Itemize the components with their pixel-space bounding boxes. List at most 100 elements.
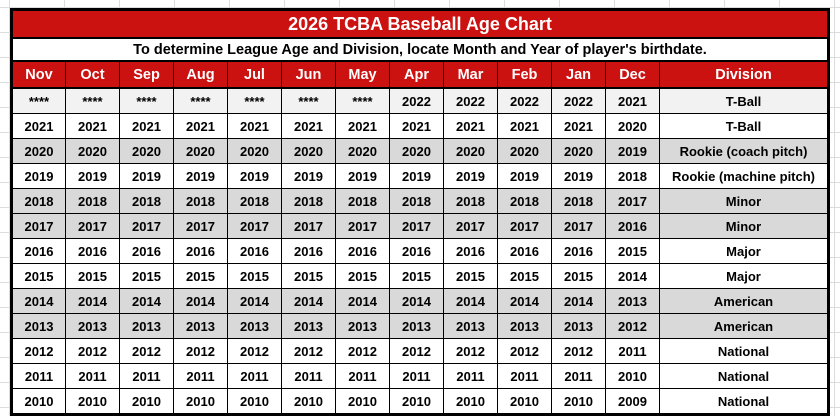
year-cell: 2015 xyxy=(227,263,282,289)
division-cell: American xyxy=(659,313,829,339)
year-cell: 2016 xyxy=(65,238,120,264)
year-cell: 2011 xyxy=(389,363,444,389)
month-header-cell: May xyxy=(335,60,390,89)
month-header-cell: Feb xyxy=(497,60,552,89)
year-cell: 2020 xyxy=(443,138,498,164)
table-row: 2011 2011 2011 2011 2011 2011 2011 2011 2011 2011… xyxy=(11,363,829,389)
year-cell: 2014 xyxy=(443,288,498,314)
table-row: 2017 2017 2017 2017 2017 2017 2017 2017 2017 2017… xyxy=(11,213,829,239)
year-cell: 2015 xyxy=(65,263,120,289)
year-cell: 2010 xyxy=(227,388,282,415)
year-cell: 2018 xyxy=(551,188,606,214)
year-cell: **** xyxy=(281,87,336,114)
age-chart-table: 2026 TCBA Baseball Age Chart To determin… xyxy=(10,8,830,416)
division-cell: Rookie (machine pitch) xyxy=(659,163,829,189)
year-cell: 2013 xyxy=(443,313,498,339)
table-row: 2013 2013 2013 2013 2013 2013 2013 2013 2013 2013… xyxy=(11,313,829,339)
month-header-cell: Oct xyxy=(65,60,120,89)
year-cell: 2022 xyxy=(551,87,606,114)
title-row: 2026 TCBA Baseball Age Chart xyxy=(11,9,829,39)
year-cell: 2019 xyxy=(443,163,498,189)
year-cell: 2013 xyxy=(551,313,606,339)
year-cell: 2021 xyxy=(119,113,174,139)
year-cell: 2021 xyxy=(497,113,552,139)
year-cell: 2012 xyxy=(443,338,498,364)
year-cell: 2019 xyxy=(389,163,444,189)
year-cell: 2022 xyxy=(497,87,552,114)
year-cell: 2013 xyxy=(119,313,174,339)
year-cell: 2012 xyxy=(281,338,336,364)
year-cell: 2018 xyxy=(281,188,336,214)
year-cell: 2013 xyxy=(389,313,444,339)
division-cell: National xyxy=(659,363,829,389)
year-cell: 2016 xyxy=(281,238,336,264)
year-cell: 2021 xyxy=(65,113,120,139)
year-cell: 2011 xyxy=(605,338,660,364)
year-cell: 2016 xyxy=(551,238,606,264)
year-cell: 2016 xyxy=(443,238,498,264)
year-cell: 2014 xyxy=(281,288,336,314)
year-cell: 2015 xyxy=(173,263,228,289)
year-cell: 2014 xyxy=(227,288,282,314)
year-cell: 2014 xyxy=(497,288,552,314)
year-cell: 2014 xyxy=(173,288,228,314)
table-row: 2018 2018 2018 2018 2018 2018 2018 2018 2018 2018… xyxy=(11,188,829,214)
subtitle-row: To determine League Age and Division, lo… xyxy=(11,37,829,62)
year-cell: 2021 xyxy=(605,87,660,114)
division-cell: National xyxy=(659,388,829,415)
division-cell: Rookie (coach pitch) xyxy=(659,138,829,164)
year-cell: 2020 xyxy=(389,138,444,164)
year-cell: 2015 xyxy=(497,263,552,289)
year-cell: 2010 xyxy=(551,388,606,415)
table-row: 2010 2010 2010 2010 2010 2010 2010 2010 2010 2010… xyxy=(11,388,829,415)
year-cell: 2018 xyxy=(443,188,498,214)
year-cell: 2011 xyxy=(335,363,390,389)
table-row: 2020 2020 2020 2020 2020 2020 2020 2020 2020 2020… xyxy=(11,138,829,164)
year-cell: 2012 xyxy=(497,338,552,364)
year-cell: 2016 xyxy=(497,238,552,264)
year-cell: 2013 xyxy=(335,313,390,339)
division-cell: Minor xyxy=(659,188,829,214)
year-cell: 2022 xyxy=(389,87,444,114)
year-cell: 2013 xyxy=(497,313,552,339)
year-cell: 2012 xyxy=(605,313,660,339)
year-cell: 2018 xyxy=(119,188,174,214)
year-cell: 2019 xyxy=(497,163,552,189)
year-cell: 2019 xyxy=(65,163,120,189)
table-row: 2014 2014 2014 2014 2014 2014 2014 2014 2014 2014… xyxy=(11,288,829,314)
year-cell: 2020 xyxy=(605,113,660,139)
year-cell: 2017 xyxy=(119,213,174,239)
year-cell: 2017 xyxy=(443,213,498,239)
year-cell: 2021 xyxy=(443,113,498,139)
year-cell: 2011 xyxy=(11,363,66,389)
year-cell: 2011 xyxy=(65,363,120,389)
year-cell: 2010 xyxy=(335,388,390,415)
year-cell: 2020 xyxy=(335,138,390,164)
division-cell: T-Ball xyxy=(659,113,829,139)
year-cell: 2020 xyxy=(119,138,174,164)
year-cell: 2015 xyxy=(389,263,444,289)
year-cell: 2012 xyxy=(119,338,174,364)
division-cell: Major xyxy=(659,238,829,264)
year-cell: 2010 xyxy=(389,388,444,415)
year-cell: 2016 xyxy=(335,238,390,264)
year-cell: 2010 xyxy=(119,388,174,415)
year-cell: 2016 xyxy=(389,238,444,264)
year-cell: 2017 xyxy=(389,213,444,239)
year-cell: 2014 xyxy=(119,288,174,314)
month-header-cell: Jan xyxy=(551,60,606,89)
year-cell: 2019 xyxy=(551,163,606,189)
year-cell: 2016 xyxy=(11,238,66,264)
year-cell: 2018 xyxy=(173,188,228,214)
year-cell: 2010 xyxy=(605,363,660,389)
year-cell: **** xyxy=(119,87,174,114)
year-cell: 2012 xyxy=(551,338,606,364)
year-cell: 2011 xyxy=(497,363,552,389)
year-cell: 2017 xyxy=(281,213,336,239)
year-cell: 2012 xyxy=(389,338,444,364)
year-cell: 2015 xyxy=(605,238,660,264)
table-row: **** **** **** **** **** **** **** 2022 2022 2022… xyxy=(11,87,829,114)
table-row: 2012 2012 2012 2012 2012 2012 2012 2012 2012 2012… xyxy=(11,338,829,364)
year-cell: 2020 xyxy=(227,138,282,164)
year-cell: 2018 xyxy=(497,188,552,214)
